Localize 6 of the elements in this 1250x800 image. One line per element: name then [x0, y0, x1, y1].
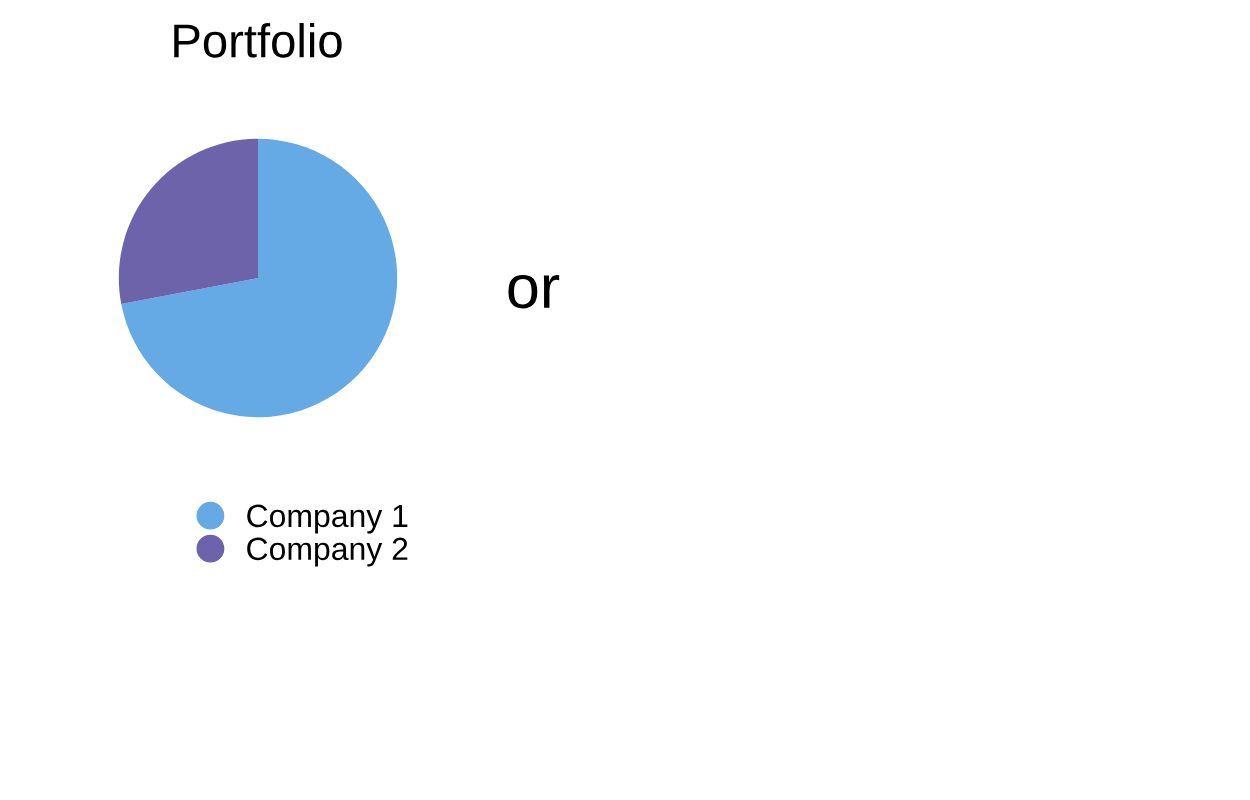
legend-label: Company 2: [247, 537, 408, 567]
legend-label: Company 1: [247, 504, 408, 534]
text: or: [508, 274, 560, 309]
chart-title: Portfolio: [174, 22, 342, 58]
pie-slice: [121, 138, 398, 418]
pie-slice: [118, 138, 258, 305]
